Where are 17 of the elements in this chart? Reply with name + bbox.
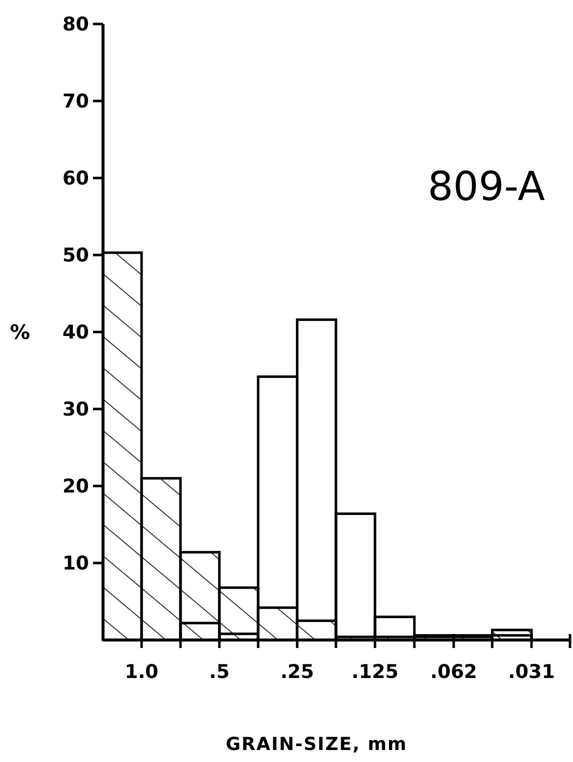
x-tick-label: .125 — [352, 661, 398, 683]
annotation: 809-A — [428, 164, 546, 210]
x-tick-label: .031 — [508, 661, 555, 683]
y-tick-label: 80 — [62, 14, 89, 36]
y-tick-label: 70 — [62, 90, 89, 113]
x-axis-title: GRAIN-SIZE, mm — [226, 734, 408, 755]
x-tick-label: 1.0 — [124, 661, 158, 683]
x-tick-label: .25 — [280, 661, 314, 683]
y-axis-title: % — [10, 320, 30, 344]
y-tick-label: 10 — [62, 552, 89, 575]
y-tick-label: 20 — [62, 476, 89, 498]
x-tick-label: .5 — [209, 661, 230, 683]
y-tick-label: 60 — [62, 168, 89, 190]
y-tick-label: 50 — [62, 244, 89, 267]
y-tick-label: 30 — [62, 398, 89, 421]
x-tick-label: .062 — [430, 661, 478, 683]
y-tick-label: 40 — [62, 322, 89, 344]
